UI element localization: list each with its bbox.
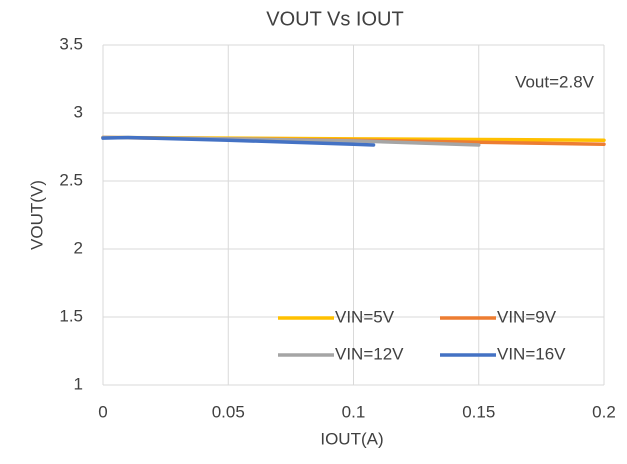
x-tick-label: 0.2 xyxy=(592,402,616,421)
series-line xyxy=(101,135,376,147)
y-axis-label: VOUT(V) xyxy=(27,180,46,250)
legend-label: VIN=5V xyxy=(335,307,395,326)
y-tick-label: 1.5 xyxy=(59,306,83,325)
legend-label: VIN=12V xyxy=(335,344,404,363)
y-tick-label: 3 xyxy=(74,102,83,121)
y-tick-label: 2 xyxy=(74,238,83,257)
chart-title: VOUT Vs IOUT xyxy=(266,8,403,30)
y-tick-label: 2.5 xyxy=(59,170,83,189)
x-tick-label: 0 xyxy=(98,402,107,421)
x-tick-label: 0.1 xyxy=(342,402,366,421)
legend-label: VIN=16V xyxy=(497,344,566,363)
y-tick-label: 3.5 xyxy=(59,34,83,53)
x-tick-label: 0.15 xyxy=(462,402,495,421)
legend-label: VIN=9V xyxy=(497,307,557,326)
annotation: Vout=2.8V xyxy=(515,72,595,91)
x-axis-label: IOUT(A) xyxy=(320,429,383,448)
y-tick-label: 1 xyxy=(74,374,83,393)
x-tick-label: 0.05 xyxy=(212,402,245,421)
